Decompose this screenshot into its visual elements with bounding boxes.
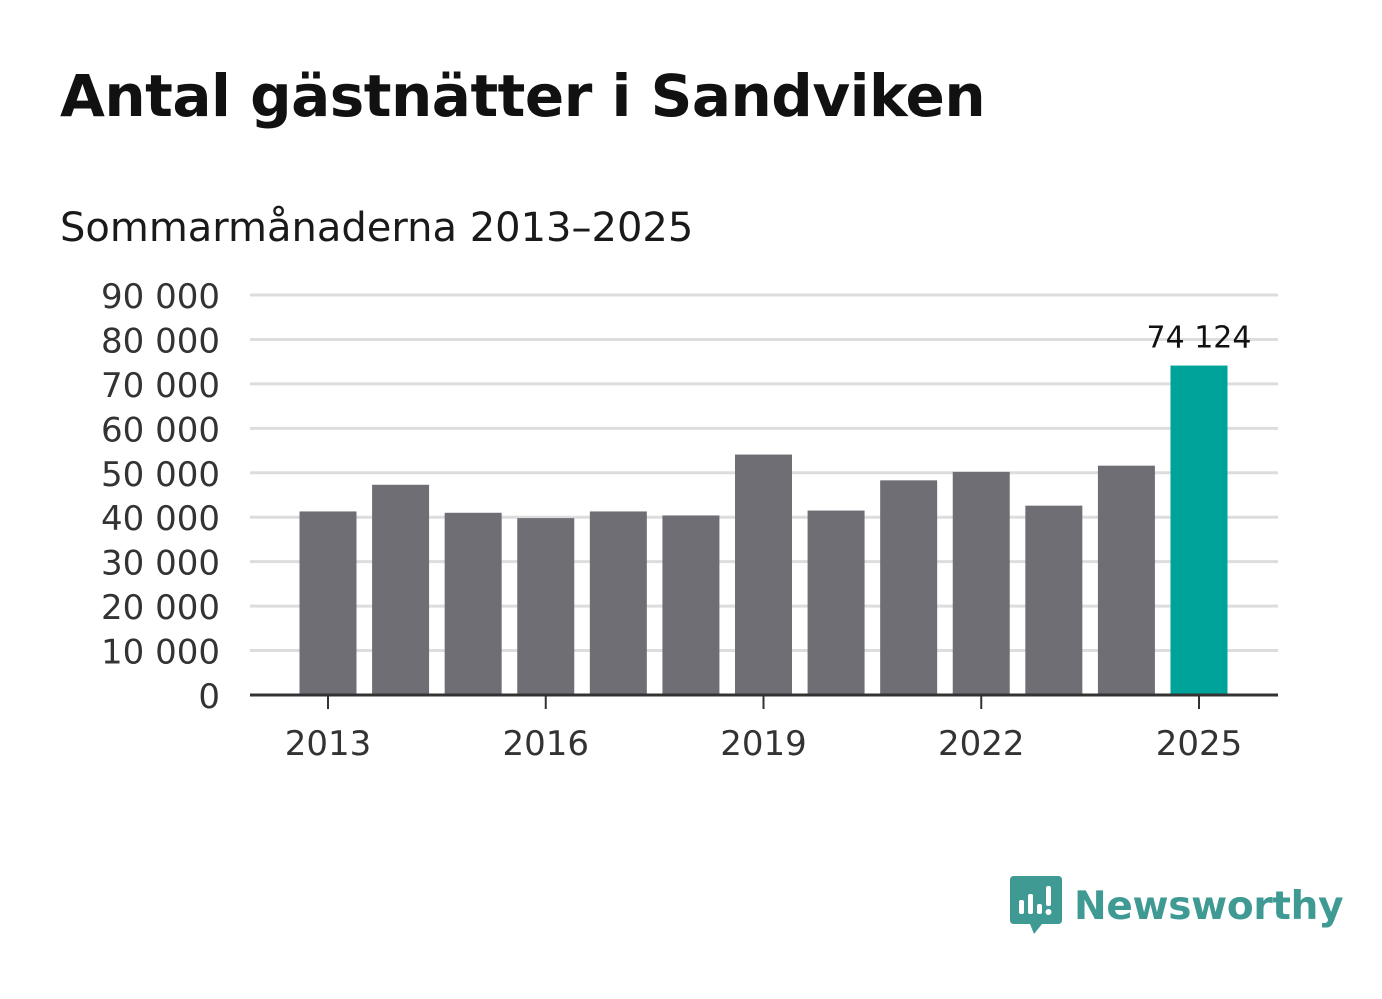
brand-name: Newsworthy xyxy=(1074,883,1344,929)
bar xyxy=(517,518,575,695)
bar xyxy=(1025,505,1083,695)
bar xyxy=(444,512,502,695)
x-tick-label: 2025 xyxy=(1156,724,1243,764)
y-tick-label: 0 xyxy=(198,677,220,717)
y-tick-label: 20 000 xyxy=(101,588,220,628)
y-tick-label: 80 000 xyxy=(101,321,220,361)
bar xyxy=(735,454,792,695)
bar xyxy=(880,480,938,695)
bar xyxy=(952,471,1010,695)
y-tick-label: 50 000 xyxy=(101,455,220,495)
data-label: 74 124 xyxy=(1147,321,1252,356)
x-tick-label: 2022 xyxy=(938,724,1025,764)
bar xyxy=(662,515,720,695)
y-tick-label: 30 000 xyxy=(101,544,220,584)
y-tick-label: 10 000 xyxy=(101,633,220,673)
chart-subtitle: Sommarmånaderna 2013–2025 xyxy=(60,205,694,251)
y-tick-label: 60 000 xyxy=(101,410,220,450)
brand-logo: Newsworthy xyxy=(1010,876,1344,936)
bar xyxy=(299,511,357,695)
y-tick-label: 70 000 xyxy=(101,366,220,406)
bar xyxy=(589,511,647,695)
bar xyxy=(372,484,430,695)
x-tick-label: 2016 xyxy=(502,724,589,764)
x-tick-label: 2013 xyxy=(285,724,372,764)
bar xyxy=(1097,465,1155,695)
bar xyxy=(807,510,865,695)
chart-title: Antal gästnätter i Sandviken xyxy=(60,62,986,130)
bar xyxy=(1170,365,1228,695)
x-tick-label: 2019 xyxy=(720,724,807,764)
y-tick-label: 90 000 xyxy=(101,277,220,317)
y-tick-label: 40 000 xyxy=(101,499,220,539)
newsworthy-logo-icon xyxy=(1010,876,1062,934)
